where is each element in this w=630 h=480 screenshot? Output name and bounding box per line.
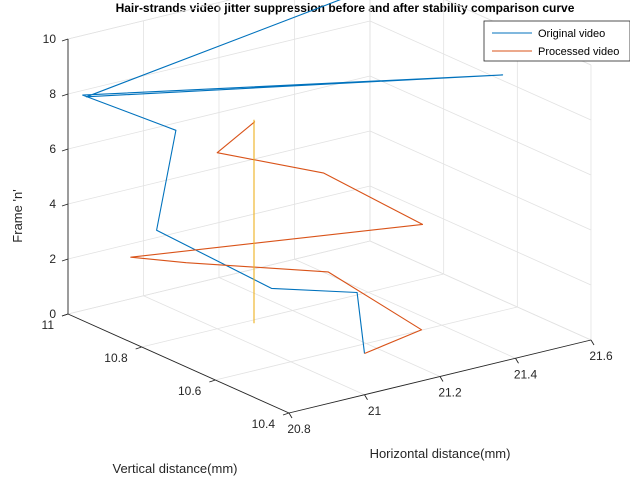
gridline bbox=[369, 130, 592, 231]
gridline bbox=[215, 306, 518, 381]
gridline bbox=[294, 258, 516, 359]
z-tick bbox=[61, 203, 69, 207]
y-tick-label: 10.8 bbox=[104, 351, 128, 365]
gridline bbox=[67, 130, 371, 205]
gridline bbox=[67, 240, 371, 315]
gridline bbox=[369, 20, 592, 121]
tick-labels: 20.8 21 21.2 21.4 21.6 10.4 10.6 10.8 110 2 4 6 8 10 bbox=[42, 32, 613, 436]
x-tick bbox=[364, 394, 368, 400]
legend-label-processed: Processed video bbox=[538, 46, 619, 58]
z-tick-label: 8 bbox=[49, 87, 56, 101]
x-tick-label: 20.8 bbox=[287, 422, 311, 436]
x-tick bbox=[515, 358, 519, 364]
y-tick-label: 10.6 bbox=[178, 384, 202, 398]
legend-label-original: Original video bbox=[538, 28, 605, 40]
y-tick bbox=[282, 412, 290, 416]
z-tick bbox=[61, 258, 69, 262]
series-processed-video bbox=[130, 121, 424, 355]
x-tick-label: 21.2 bbox=[438, 386, 462, 400]
x-tick-label: 21.4 bbox=[514, 367, 538, 381]
gridline bbox=[369, 185, 592, 286]
legend: Original video Processed video bbox=[483, 20, 630, 62]
z-tick-label: 6 bbox=[49, 142, 56, 156]
z-tick-label: 10 bbox=[43, 32, 57, 46]
z-tick-label: 2 bbox=[49, 252, 56, 266]
z-axis-label: Frame 'n' bbox=[10, 189, 25, 242]
x-tick bbox=[439, 376, 444, 382]
y-axis-line bbox=[67, 313, 290, 414]
gridline bbox=[141, 273, 444, 348]
y-tick-label: 11 bbox=[42, 318, 55, 332]
z-tick bbox=[61, 148, 69, 152]
gridline bbox=[369, 75, 592, 176]
legend-box bbox=[483, 20, 630, 62]
z-tick-label: 0 bbox=[49, 307, 56, 321]
y-tick-label: 10.4 bbox=[252, 417, 276, 431]
plot-lines bbox=[82, 0, 504, 355]
gridline bbox=[369, 240, 592, 341]
z-tick bbox=[61, 38, 69, 42]
gridline bbox=[67, 185, 371, 260]
z-tick bbox=[61, 93, 69, 97]
series-original-video bbox=[82, 0, 504, 354]
x-axis-label: Horizontal distance(mm) bbox=[370, 446, 511, 461]
y-tick bbox=[209, 379, 216, 383]
y-axis-label: Vertical distance(mm) bbox=[113, 461, 238, 476]
y-tick bbox=[135, 346, 142, 350]
gridline bbox=[67, 75, 371, 150]
axes-box bbox=[61, 38, 595, 419]
x-tick-label: 21 bbox=[368, 404, 382, 418]
z-tick bbox=[61, 313, 69, 317]
x-tick-label: 21.6 bbox=[589, 349, 613, 363]
chart-title: Hair-strands video jitter suppression be… bbox=[116, 1, 575, 15]
gridline bbox=[143, 295, 365, 396]
gridline bbox=[218, 277, 441, 377]
z-tick-label: 4 bbox=[49, 197, 56, 211]
gridline bbox=[67, 20, 371, 95]
x-tick bbox=[288, 412, 293, 419]
gridline bbox=[67, 0, 232, 40]
x-tick bbox=[590, 339, 595, 346]
